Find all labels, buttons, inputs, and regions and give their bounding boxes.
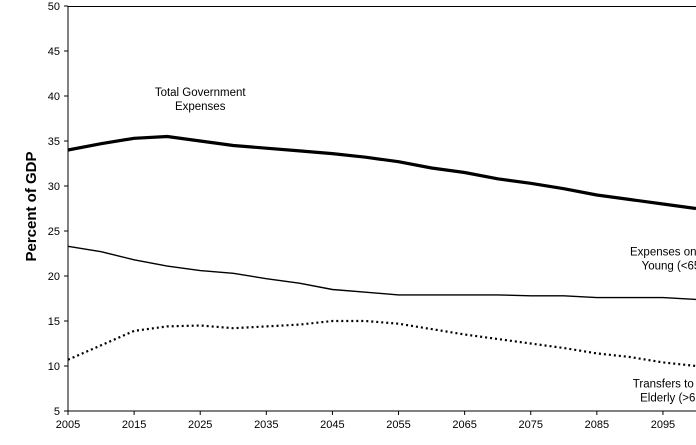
series-lines [67, 134, 696, 368]
y-tick-label: 25 [48, 226, 60, 238]
y-tick-label: 35 [48, 136, 60, 148]
series-line-thick-solid [67, 134, 696, 211]
x-tick-label: 2085 [585, 419, 609, 431]
x-tick-label: 2065 [452, 419, 476, 431]
annotation-label: Total Government Expenses [155, 87, 247, 113]
x-axis-ticks: 2005 2015 2025 2035 2045 2055 2065 2075 2085 2095 [56, 411, 675, 431]
y-tick-label: 50 [48, 1, 60, 13]
y-tick-label: 40 [48, 91, 60, 103]
y-tick-label: 10 [48, 361, 60, 373]
y-tick-label: 20 [48, 271, 60, 283]
y-tick-label: 5 [54, 406, 60, 418]
y-tick-label: 45 [48, 46, 60, 58]
series-line-thin-solid [67, 245, 696, 301]
x-tick-label: 2025 [188, 419, 212, 431]
x-tick-label: 2035 [254, 419, 278, 431]
x-tick-label: 2055 [386, 419, 410, 431]
x-tick-label: 2015 [122, 419, 146, 431]
x-tick-label: 2005 [56, 419, 80, 431]
series-line-dotted [67, 319, 696, 368]
annotation-label: Transfers to theElderly (>65) [633, 379, 696, 405]
y-tick-label: 15 [48, 316, 60, 328]
y-axis-title: Percent of GDP [23, 151, 40, 261]
y-tick-label: 30 [48, 181, 60, 193]
x-tick-label: 2095 [651, 419, 675, 431]
x-tick-label: 2075 [518, 419, 542, 431]
y-axis-ticks: 5 10 15 20 25 30 35 40 45 50 [48, 1, 68, 418]
chart-axes [67, 6, 696, 412]
annotation-label: Expenses on theYoung (<65) [630, 246, 696, 272]
x-tick-label: 2045 [320, 419, 344, 431]
